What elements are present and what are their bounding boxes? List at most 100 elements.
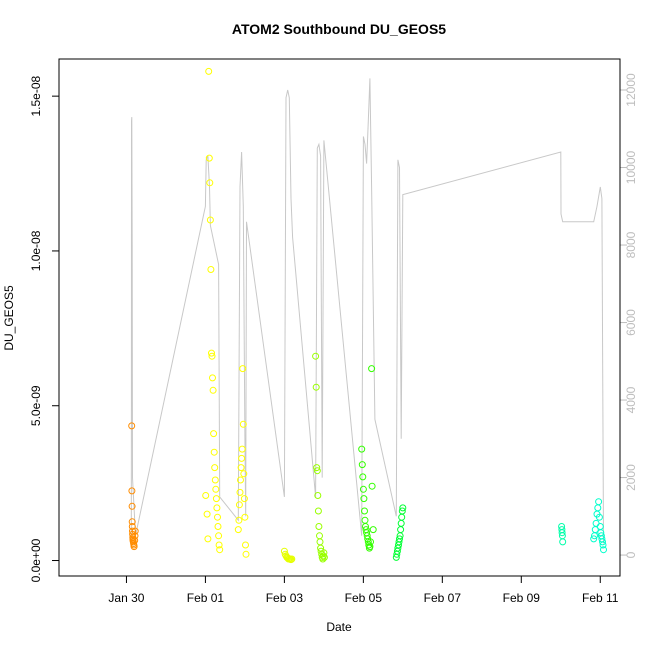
data-point — [599, 541, 607, 549]
data-point — [366, 543, 374, 551]
axes: Jan 30 Feb 01 Feb 03 Feb 05 Feb 07 Feb 09 Feb … — [29, 73, 638, 605]
data-point — [595, 513, 603, 521]
data-point — [358, 461, 366, 469]
point-layer — [128, 67, 607, 564]
data-point — [558, 529, 566, 537]
data-point — [214, 513, 221, 521]
data-point — [202, 492, 210, 499]
data-point — [211, 476, 219, 484]
data-point — [320, 553, 328, 561]
x-tick-label: Feb 07 — [424, 591, 462, 605]
data-point — [208, 352, 216, 360]
data-point — [315, 523, 323, 530]
data-point — [235, 516, 243, 524]
y-tick-label: 1.5e-08 — [29, 75, 43, 116]
data-point — [205, 154, 213, 162]
data-point — [212, 495, 220, 503]
y-axis-label: DU_GEOS5 — [2, 285, 16, 351]
data-point — [208, 349, 215, 357]
data-point — [559, 538, 567, 546]
y2-tick-label: 8000 — [624, 231, 638, 258]
data-point — [239, 420, 247, 428]
data-point — [242, 541, 249, 549]
y-tick-label: 0.0e+00 — [29, 538, 43, 582]
data-point — [204, 535, 212, 543]
data-point — [361, 507, 368, 515]
data-point — [128, 502, 136, 510]
x-tick-label: Feb 11 — [582, 591, 619, 605]
data-point — [314, 507, 322, 515]
data-point — [210, 448, 218, 456]
data-point — [238, 454, 246, 462]
data-point — [288, 555, 296, 563]
data-point — [210, 430, 218, 438]
data-point — [209, 386, 217, 394]
x-tick-label: Feb 09 — [503, 591, 541, 605]
y2-tick-label: 6000 — [624, 309, 638, 336]
data-point — [128, 518, 136, 526]
data-point — [236, 488, 244, 496]
data-point — [368, 482, 376, 490]
x-tick-label: Jan 30 — [108, 591, 144, 605]
data-point — [599, 538, 606, 546]
data-point — [600, 546, 607, 554]
data-point — [312, 383, 320, 391]
data-point — [241, 513, 249, 521]
data-point — [215, 532, 223, 540]
data-point — [319, 552, 327, 560]
data-point — [131, 532, 139, 540]
altitude-line-layer — [130, 78, 604, 548]
data-point — [369, 526, 377, 534]
chart-title: ATOM2 Southbound DU_GEOS5 — [232, 21, 446, 37]
data-point — [206, 179, 214, 187]
data-point — [205, 67, 213, 75]
data-point — [239, 365, 247, 373]
data-point — [398, 507, 406, 515]
data-point — [207, 266, 215, 273]
data-point — [360, 495, 368, 503]
data-point — [237, 464, 245, 472]
y-tick-label: 1.0e-08 — [29, 230, 43, 271]
data-point — [211, 464, 219, 472]
data-point — [313, 464, 321, 472]
plot-frame — [58, 58, 621, 577]
data-point — [212, 485, 220, 493]
data-point — [314, 492, 322, 499]
data-point — [203, 510, 211, 518]
altitude-line — [130, 78, 604, 548]
data-point — [240, 470, 248, 478]
data-point — [280, 547, 288, 555]
data-point — [128, 422, 136, 430]
data-point — [313, 467, 321, 475]
data-point — [234, 526, 242, 534]
y2-tick-label: 4000 — [624, 386, 638, 413]
data-point — [128, 487, 136, 495]
data-point — [131, 536, 139, 544]
data-point — [237, 476, 244, 484]
data-point — [595, 498, 603, 506]
y2-tick-label: 12000 — [624, 73, 638, 107]
data-point — [312, 352, 320, 360]
data-point — [214, 523, 222, 530]
data-point — [213, 504, 221, 512]
data-point — [399, 504, 407, 512]
data-point — [287, 556, 295, 564]
data-point — [358, 445, 366, 453]
x-axis-label: Date — [326, 620, 352, 634]
data-point — [235, 501, 243, 509]
data-point — [216, 546, 224, 554]
data-point — [320, 549, 328, 557]
x-tick-label: Feb 05 — [345, 591, 383, 605]
y2-tick-label: 2000 — [624, 464, 638, 491]
data-point — [206, 216, 214, 224]
data-point — [131, 527, 139, 535]
data-point — [238, 445, 246, 453]
x-tick-label: Feb 03 — [266, 591, 304, 605]
y2-tick-label: 0 — [624, 551, 638, 558]
data-point — [359, 485, 367, 493]
data-point — [240, 495, 248, 503]
data-point — [367, 538, 374, 546]
data-point — [368, 365, 376, 373]
x-tick-label: Feb 01 — [187, 591, 225, 605]
